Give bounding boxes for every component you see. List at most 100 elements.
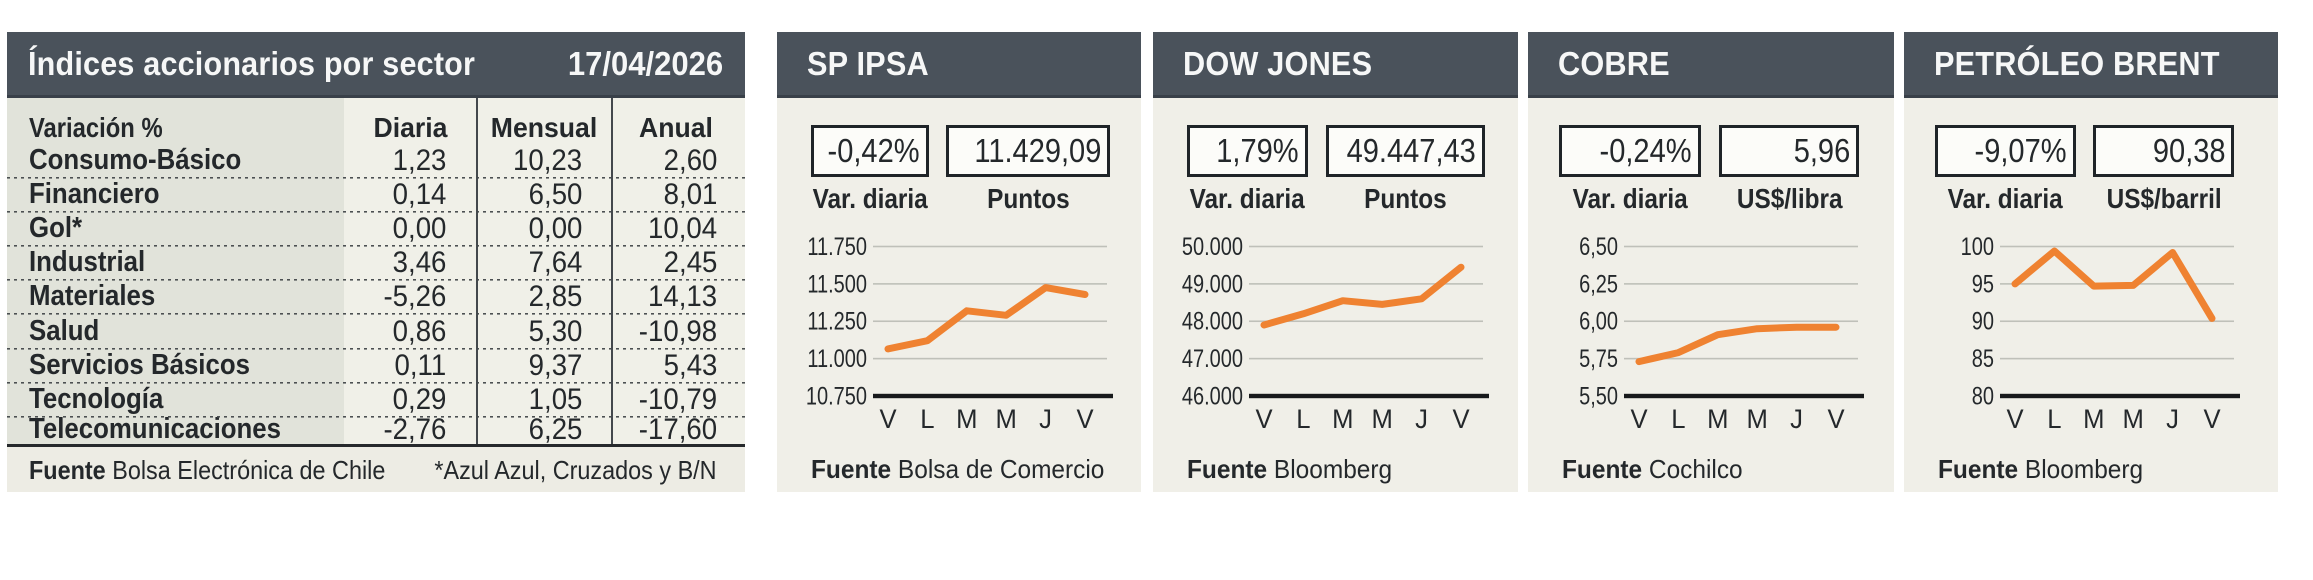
- value-cell: 2,45: [663, 246, 717, 280]
- x-tick-label: L: [1296, 403, 1310, 434]
- column-separator: [610, 98, 613, 445]
- value-cell: 14,13: [647, 280, 717, 314]
- table-row: Consumo-Básico 1,23 10,23 2,60: [7, 143, 745, 177]
- x-tick-label: M: [1707, 403, 1728, 434]
- x-tick-label: M: [956, 403, 977, 434]
- x-tick-label: V: [2006, 403, 2024, 434]
- level-value: 11.429,09: [973, 132, 1101, 169]
- gridline: [1624, 357, 1858, 360]
- x-tick-label: V: [1630, 403, 1648, 434]
- daily-change-box: -0,42%: [811, 124, 929, 177]
- chart-title: SP IPSA: [807, 45, 929, 82]
- data-line: [1260, 263, 1465, 329]
- data-line: [1635, 323, 1840, 366]
- x-axis-line: [2000, 393, 2240, 399]
- chart-title: PETRÓLEO BRENT: [1934, 45, 2220, 82]
- sector-label: Gol*: [29, 211, 83, 244]
- y-tick-label: 100: [1961, 233, 1994, 261]
- y-tick-label: 48.000: [1182, 308, 1243, 336]
- value-cell: 0,14: [392, 177, 446, 211]
- value-cell: 5,43: [663, 348, 717, 382]
- y-tick-label: 49.000: [1182, 270, 1243, 298]
- value-cell: -10,98: [638, 314, 717, 348]
- x-tick-label: J: [1415, 403, 1428, 434]
- level-value-box: 5,96: [1719, 124, 1860, 177]
- value-cell: -10,79: [638, 382, 717, 416]
- value-cell: 0,86: [392, 314, 446, 348]
- value-cell: 2,85: [528, 280, 582, 314]
- gridline: [2000, 245, 2234, 248]
- x-tick-label: J: [2166, 403, 2179, 434]
- row-separator: [7, 347, 745, 350]
- gridline: [1249, 357, 1483, 360]
- y-tick-label: 11.750: [807, 233, 867, 261]
- label-column-background: [7, 98, 344, 445]
- value-cell: Diaria: [373, 112, 448, 143]
- value-cell: 0,11: [394, 348, 446, 382]
- y-tick-label: 6,25: [1579, 270, 1618, 298]
- chart-title-band: COBRE: [1528, 32, 1894, 98]
- gridline: [2000, 320, 2234, 323]
- x-tick-label: M: [1332, 403, 1353, 434]
- level-value: 49.447,43: [1346, 132, 1476, 169]
- x-tick-label: M: [1747, 403, 1768, 434]
- data-line: [2011, 247, 2216, 322]
- table-source: Fuente Bolsa Electrónica de Chile: [29, 454, 386, 485]
- value-cell: 8,01: [663, 177, 717, 211]
- chart-panel-petroleo-brent: PETRÓLEO BRENT -9,07% 90,38 Var. diaria US$/…: [1904, 32, 2278, 492]
- value-cell: -5,26: [383, 280, 446, 314]
- gridline: [1624, 320, 1858, 323]
- y-tick-label: 50.000: [1182, 233, 1243, 261]
- daily-change-value: 1,79%: [1216, 132, 1299, 169]
- value-cell: Mensual: [490, 112, 598, 143]
- value-cell: 7,64: [528, 246, 582, 280]
- x-axis-line: [1249, 393, 1489, 399]
- sector-label: Consumo-Básico: [29, 143, 242, 176]
- daily-change-caption: Var. diaria: [1572, 183, 1688, 214]
- y-tick-label: 46.000: [1182, 382, 1243, 410]
- chart-panel-cobre: COBRE -0,24% 5,96 Var. diaria US$/libra Fuent…: [1528, 32, 1894, 492]
- value-cell: 10,23: [512, 143, 582, 177]
- chart-source: Fuente Cochilco: [1562, 454, 1743, 484]
- value-cell: 5,30: [528, 314, 582, 348]
- x-tick-label: V: [2203, 403, 2221, 434]
- table-title: Índices accionarios por sector: [28, 45, 476, 82]
- value-cell: -17,60: [638, 413, 717, 447]
- sector-label: Servicios Básicos: [29, 348, 250, 381]
- row-separator: [7, 176, 745, 179]
- chart-source: Fuente Bloomberg: [1938, 454, 2144, 484]
- sector-label: Telecomunicaciones: [29, 413, 281, 446]
- x-tick-label: V: [1255, 403, 1273, 434]
- table-row: Industrial 3,46 7,64 2,45: [7, 246, 745, 280]
- gridline: [1624, 283, 1858, 285]
- value-cell: 1,23: [392, 143, 446, 177]
- y-tick-label: 11.500: [807, 270, 867, 298]
- x-tick-label: M: [996, 403, 1017, 434]
- chart-title-band: PETRÓLEO BRENT: [1904, 32, 2278, 98]
- chart-title: DOW JONES: [1183, 45, 1373, 82]
- value-cell: 0,29: [392, 382, 446, 416]
- daily-change-value: -0,24%: [1599, 132, 1692, 169]
- x-tick-label: V: [1076, 403, 1094, 434]
- value-cell: 3,46: [392, 246, 446, 280]
- value-cell: Anual: [639, 112, 713, 143]
- y-tick-label: 10.750: [806, 382, 867, 410]
- gridline: [873, 320, 1107, 323]
- level-caption: US$/barril: [2106, 183, 2222, 214]
- daily-change-caption: Var. diaria: [1947, 183, 2064, 214]
- gridline: [2000, 357, 2234, 360]
- x-tick-label: J: [1790, 403, 1803, 434]
- value-cell: 1,05: [528, 382, 582, 416]
- y-tick-label: 6,00: [1579, 308, 1618, 336]
- x-tick-label: J: [1039, 403, 1052, 434]
- y-tick-label: 90: [1972, 308, 1994, 336]
- daily-change-caption: Var. diaria: [812, 183, 928, 214]
- chart-body: -9,07% 90,38 Var. diaria US$/barril Fuente B…: [1904, 98, 2278, 492]
- daily-change-value: -0,42%: [827, 132, 920, 169]
- gridline: [1249, 245, 1483, 248]
- level-value-box: 49.447,43: [1325, 124, 1485, 177]
- y-tick-label: 6,50: [1579, 233, 1618, 261]
- sector-label: Tecnología: [29, 382, 164, 415]
